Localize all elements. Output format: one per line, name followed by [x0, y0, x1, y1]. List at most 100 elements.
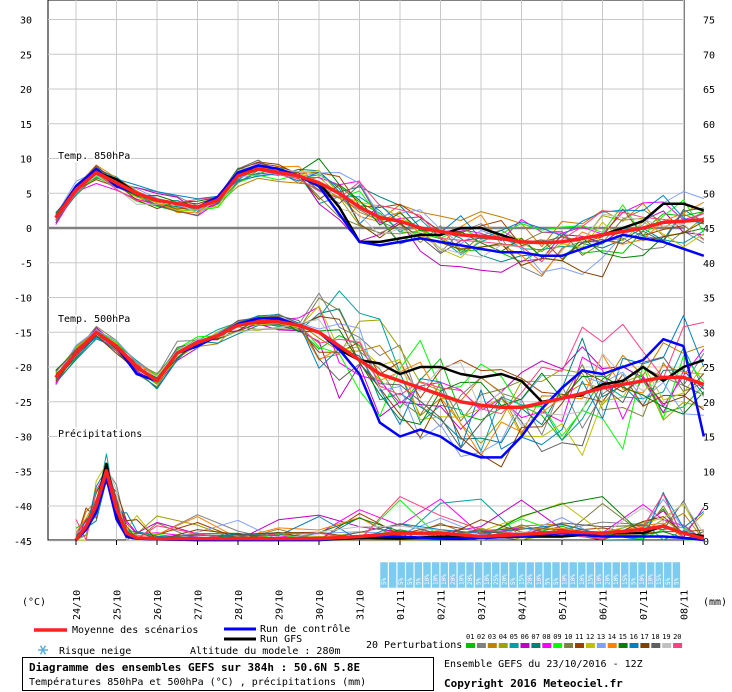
snow-risk-cell: [482, 561, 492, 589]
x-tick-label: 31/10: [356, 590, 367, 620]
x-tick-label: 08/11: [680, 590, 691, 620]
main-series: [54, 164, 706, 542]
x-tick-label: 04/11: [518, 590, 529, 620]
right-tick-label: 45: [703, 224, 715, 235]
snow-risk-value: 5%: [510, 577, 517, 585]
perturbation-swatch: [640, 643, 650, 648]
snow-risk-cell: [448, 561, 458, 589]
perturbation-id: 19: [662, 633, 670, 641]
x-tick-label: 03/11: [477, 590, 488, 620]
ensemble-info: Ensemble GEFS du 23/10/2016 - 12Z: [444, 659, 643, 670]
snow-risk-cell: [517, 561, 526, 589]
snow-risk-value: 25%: [493, 574, 500, 585]
grid: [47, 0, 685, 545]
snow-risk-cell: [637, 561, 647, 589]
snow-risk-cell: [577, 561, 587, 589]
perturbation-500: [55, 308, 705, 444]
panel-label: Précipitations: [58, 428, 142, 440]
snow-risk-cell: [586, 561, 595, 589]
perturbation-swatch: [596, 643, 606, 648]
snow-risk-cell: [560, 561, 569, 589]
right-tick-label: 55: [703, 155, 715, 166]
snow-risk-value: 20%: [527, 574, 534, 585]
snow-risk-value: 5%: [407, 577, 414, 585]
legend: Moyenne des scénarios Run de contrôleRun …: [34, 623, 683, 657]
snow-risk-cell: [457, 561, 466, 589]
x-tick-label: 07/11: [639, 590, 650, 620]
snow-risk-cell: [405, 561, 415, 589]
right-tick-label: 10: [703, 467, 715, 478]
left-tick-label: -10: [14, 294, 32, 305]
x-tick-label: 01/11: [396, 590, 407, 620]
perturbation-id: 10: [564, 633, 572, 641]
snow-risk-cell: [534, 561, 544, 589]
snow-risk-value: 5%: [673, 577, 680, 585]
perturbation-swatch: [607, 643, 617, 648]
left-tick-label: 5: [26, 189, 32, 200]
snowflake-icon: [39, 645, 47, 655]
perturbation-850: [55, 161, 705, 278]
perturbation-id: 16: [630, 633, 638, 641]
snow-risk-cell: [422, 561, 432, 589]
snow-risk-value: 15%: [622, 574, 629, 585]
snow-risk-value: 15%: [656, 574, 663, 585]
right-tick-label: 5: [703, 502, 709, 513]
plot-frame: [47, 0, 685, 541]
t500-mean-line: [54, 320, 705, 410]
left-tick-label: -25: [14, 398, 32, 409]
left-tick-label: 25: [20, 50, 32, 61]
snow-risk-cell: [508, 561, 518, 589]
left-tick-label: 15: [20, 120, 32, 131]
snow-risk-cell: [594, 561, 604, 589]
perturbation-id: 20: [673, 633, 681, 641]
snow-risk-cell: [620, 561, 630, 589]
snow-risk-cell: [431, 561, 440, 589]
perturbation-850: [55, 167, 704, 240]
legend-gfs-label: Run GFS: [260, 634, 302, 645]
perturbation-id: 13: [597, 633, 605, 641]
perturbation-swatch: [618, 643, 628, 648]
perturbation-500: [55, 315, 705, 450]
left-tick-label: 0: [26, 224, 32, 235]
snow-risk-value: 10%: [441, 574, 448, 585]
right-tick-label: 75: [703, 16, 715, 27]
perturbation-id: 06: [521, 633, 529, 641]
right-tick-label: 30: [703, 328, 715, 339]
perturbation-swatch: [564, 643, 574, 648]
snow-risk-value: 10%: [536, 574, 543, 585]
perturbation-850: [55, 163, 705, 258]
snow-risk-cell: [500, 561, 509, 589]
x-tick-label: 29/10: [275, 590, 286, 620]
snow-risk-value: 20%: [501, 574, 508, 585]
perturbation-850: [55, 158, 704, 262]
perturbation-500: [55, 323, 705, 430]
snow-risk-value: 5%: [665, 577, 672, 585]
perturbation-precip: [75, 463, 705, 541]
snow-risk-value: 5%: [381, 577, 388, 585]
left-tick-label: 10: [20, 155, 32, 166]
right-tick-label: 0: [703, 537, 709, 548]
left-tick-label: 20: [20, 85, 32, 96]
left-tick-label: -20: [14, 363, 32, 374]
snow-risk-value: 10%: [484, 574, 491, 585]
perturbation-id: 03: [488, 633, 496, 641]
snow-risk-value: 10%: [579, 574, 586, 585]
perturbation-swatch: [520, 643, 530, 648]
perturbation-swatch: [553, 643, 563, 648]
perturbation-id: 15: [619, 633, 627, 641]
x-tick-label: 06/11: [599, 590, 610, 620]
snow-risk-value: 10%: [648, 574, 655, 585]
snow-risk-value: 15%: [587, 574, 594, 585]
snow-risk-value: 10%: [613, 574, 620, 585]
snow-risk-value: 5%: [415, 577, 422, 585]
perturbation-swatch: [542, 643, 552, 648]
snow-risk-value: 10%: [639, 574, 646, 585]
perturbation-swatch: [531, 643, 541, 648]
right-tick-label: 15: [703, 433, 715, 444]
right-tick-label: 60: [703, 120, 715, 131]
left-unit: (°C): [22, 597, 46, 608]
perturbation-id: 18: [651, 633, 659, 641]
x-tick-label: 30/10: [315, 590, 326, 620]
perturbation-swatch: [575, 643, 584, 648]
